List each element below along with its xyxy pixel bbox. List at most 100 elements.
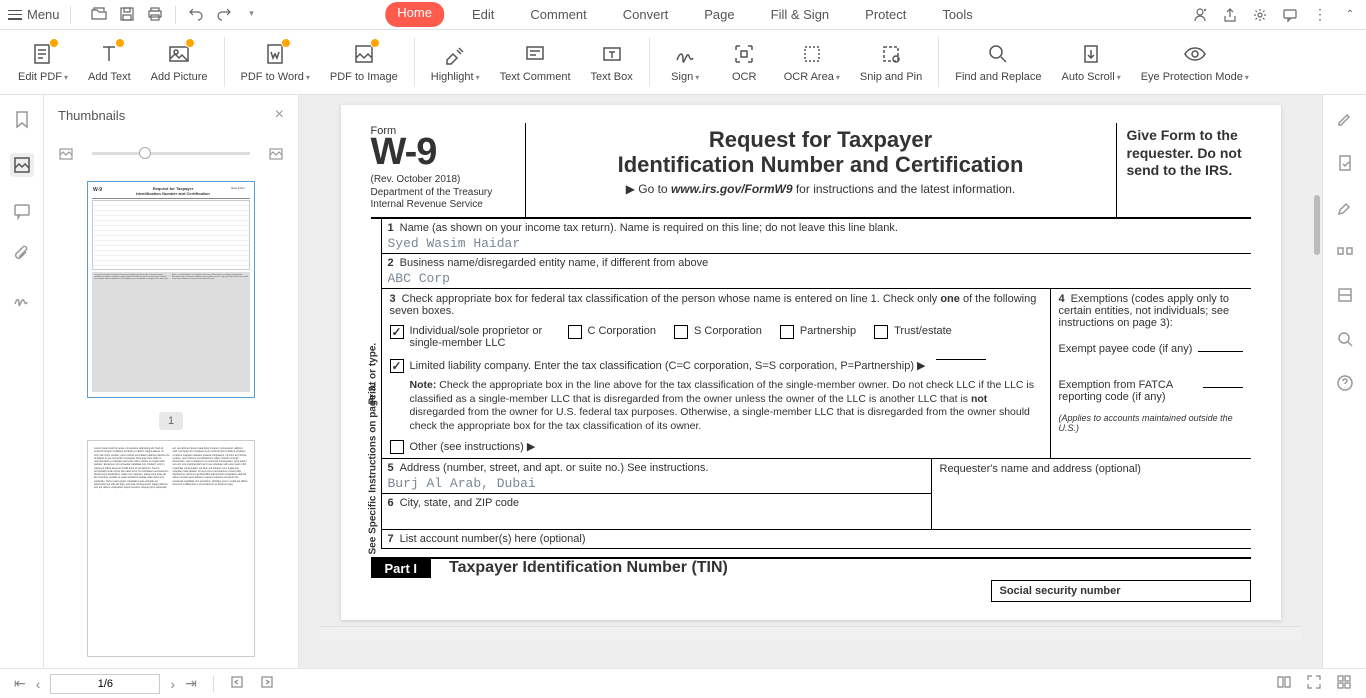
cb-c-corp[interactable]: [568, 325, 582, 339]
tab-page[interactable]: Page: [696, 2, 742, 27]
titlebar: Menu ▾ Home Edit Comment Convert Page Fi…: [0, 0, 1366, 30]
document-viewport[interactable]: Form W-9 (Rev. October 2018) Department …: [299, 95, 1322, 668]
ribbon-eye-protection[interactable]: Eye Protection Mode▾: [1133, 37, 1257, 87]
tab-fillsign[interactable]: Fill & Sign: [763, 2, 838, 27]
share-icon[interactable]: [1222, 7, 1238, 23]
thumbnails-icon[interactable]: [10, 153, 34, 177]
user-icon[interactable]: [1192, 7, 1208, 23]
hamburger-icon: [8, 10, 22, 20]
ribbon-text-box[interactable]: Text Box: [583, 37, 641, 87]
vertical-scrollbar[interactable]: [1314, 195, 1320, 255]
part1-header: Part I: [371, 559, 432, 578]
read-mode-btn[interactable]: [1276, 674, 1292, 693]
open-icon[interactable]: [91, 6, 107, 22]
ribbon-add-text[interactable]: Add Text: [80, 37, 139, 87]
main-area: Thumbnails × W-9 Request for TaxpayerIde…: [0, 95, 1366, 668]
ribbon-ocr-area[interactable]: OCR Area▾: [776, 37, 848, 87]
search-tool-icon[interactable]: [1335, 329, 1355, 349]
zoom-out-thumb-icon[interactable]: [58, 145, 74, 161]
zoom-in-thumb-icon[interactable]: [268, 145, 284, 161]
grid-view-btn[interactable]: [1336, 674, 1352, 693]
cb-other[interactable]: [390, 440, 404, 454]
next-page-btn[interactable]: ›: [170, 676, 175, 692]
prev-page-btn[interactable]: ‹: [36, 676, 41, 692]
left-rail: [0, 95, 44, 668]
tab-home[interactable]: Home: [385, 2, 444, 27]
menu-button[interactable]: Menu: [8, 7, 60, 22]
undo-icon[interactable]: [188, 6, 204, 22]
signature-icon[interactable]: [12, 289, 32, 309]
ribbon-edit-pdf[interactable]: Edit PDF▾: [10, 37, 76, 87]
applies-note: (Applies to accounts maintained outside …: [1059, 413, 1243, 433]
form-link: ▶ Go to www.irs.gov/FormW9 for instructi…: [536, 182, 1106, 196]
form-revision: (Rev. October 2018): [371, 174, 517, 185]
page-number-input[interactable]: [50, 674, 160, 694]
fullscreen-btn[interactable]: [1306, 674, 1322, 693]
gear-icon[interactable]: [1252, 7, 1268, 23]
city-input[interactable]: [388, 509, 925, 529]
tab-convert[interactable]: Convert: [615, 2, 677, 27]
cb-individual[interactable]: [390, 325, 404, 339]
thumb-zoom-slider[interactable]: [92, 152, 250, 155]
field-tool-icon[interactable]: [1335, 241, 1355, 261]
cb-s-corp[interactable]: [674, 325, 688, 339]
tab-edit[interactable]: Edit: [464, 2, 502, 27]
ribbon-pdf-to-word[interactable]: PDF to Word▾: [233, 37, 318, 87]
cb-partnership[interactable]: [780, 325, 794, 339]
side-instructions: See Specific Instructions on page 3. Pri…: [353, 259, 373, 499]
ribbon: Edit PDF▾ Add Text Add Picture PDF to Wo…: [0, 30, 1366, 95]
thumb-1-number: 1: [159, 412, 183, 430]
line5-label: Address (number, street, and apt. or sui…: [400, 462, 709, 474]
line6-label: City, state, and ZIP code: [400, 497, 519, 509]
more-icon[interactable]: ⋮: [1312, 7, 1328, 23]
prev-view-btn[interactable]: [230, 675, 244, 692]
first-page-btn[interactable]: ⇤: [14, 675, 26, 692]
page-tool-icon[interactable]: [1335, 153, 1355, 173]
feedback-icon[interactable]: [1282, 7, 1298, 23]
dropdown-icon[interactable]: ▾: [244, 6, 260, 22]
thumbnail-page-1[interactable]: W-9 Request for TaxpayerIdentification N…: [87, 181, 255, 398]
ribbon-snip-pin[interactable]: Snip and Pin: [852, 37, 930, 87]
box4-title: Exemptions (codes apply only to certain …: [1059, 293, 1230, 329]
ribbon-find-replace[interactable]: Find and Replace: [947, 37, 1049, 87]
status-bar: ⇤ ‹ › ⇥: [0, 668, 1366, 698]
collapse-icon[interactable]: ⌃: [1342, 7, 1358, 23]
ribbon-pdf-to-image[interactable]: PDF to Image: [322, 37, 406, 87]
form-code: W-9: [371, 131, 517, 174]
tab-protect[interactable]: Protect: [857, 2, 914, 27]
ribbon-highlight[interactable]: Highlight▾: [423, 37, 488, 87]
last-page-btn[interactable]: ⇥: [185, 675, 197, 692]
cb-trust[interactable]: [874, 325, 888, 339]
name-input[interactable]: [388, 234, 1245, 253]
sign-tool-icon[interactable]: [1335, 197, 1355, 217]
line2-label: Business name/disregarded entity name, i…: [400, 257, 709, 269]
attachments-icon[interactable]: [12, 245, 32, 265]
form-main-title: Request for TaxpayerIdentification Numbe…: [536, 127, 1106, 178]
redo-icon[interactable]: [216, 6, 232, 22]
tab-comment[interactable]: Comment: [522, 2, 594, 27]
ribbon-auto-scroll[interactable]: Auto Scroll▾: [1053, 37, 1128, 87]
horizontal-scrollbar[interactable]: [319, 626, 1302, 640]
edit-tool-icon[interactable]: [1335, 109, 1355, 129]
print-icon[interactable]: [147, 6, 163, 22]
thumbnail-page-2[interactable]: Lorem ipsum dolor sit amet, consectetur …: [87, 440, 255, 657]
form-department: Department of the TreasuryInternal Reven…: [371, 187, 517, 211]
cb-llc[interactable]: [390, 359, 404, 373]
thumbnails-title: Thumbnails: [58, 108, 125, 123]
bookmarks-icon[interactable]: [12, 109, 32, 129]
comments-icon[interactable]: [12, 201, 32, 221]
ribbon-text-comment[interactable]: Text Comment: [492, 37, 579, 87]
scan-tool-icon[interactable]: [1335, 285, 1355, 305]
help-tool-icon[interactable]: [1335, 373, 1355, 393]
ribbon-ocr[interactable]: OCR: [717, 37, 772, 87]
ribbon-sign[interactable]: Sign▾: [658, 37, 713, 87]
line7-label: List account number(s) here (optional): [400, 533, 586, 545]
ribbon-add-picture[interactable]: Add Picture: [143, 37, 216, 87]
save-icon[interactable]: [119, 6, 135, 22]
tab-tools[interactable]: Tools: [934, 2, 980, 27]
business-input[interactable]: [388, 269, 1245, 288]
close-icon[interactable]: ×: [275, 106, 284, 124]
address-input[interactable]: [388, 474, 925, 493]
right-rail: [1322, 95, 1366, 668]
next-view-btn[interactable]: [260, 675, 274, 692]
